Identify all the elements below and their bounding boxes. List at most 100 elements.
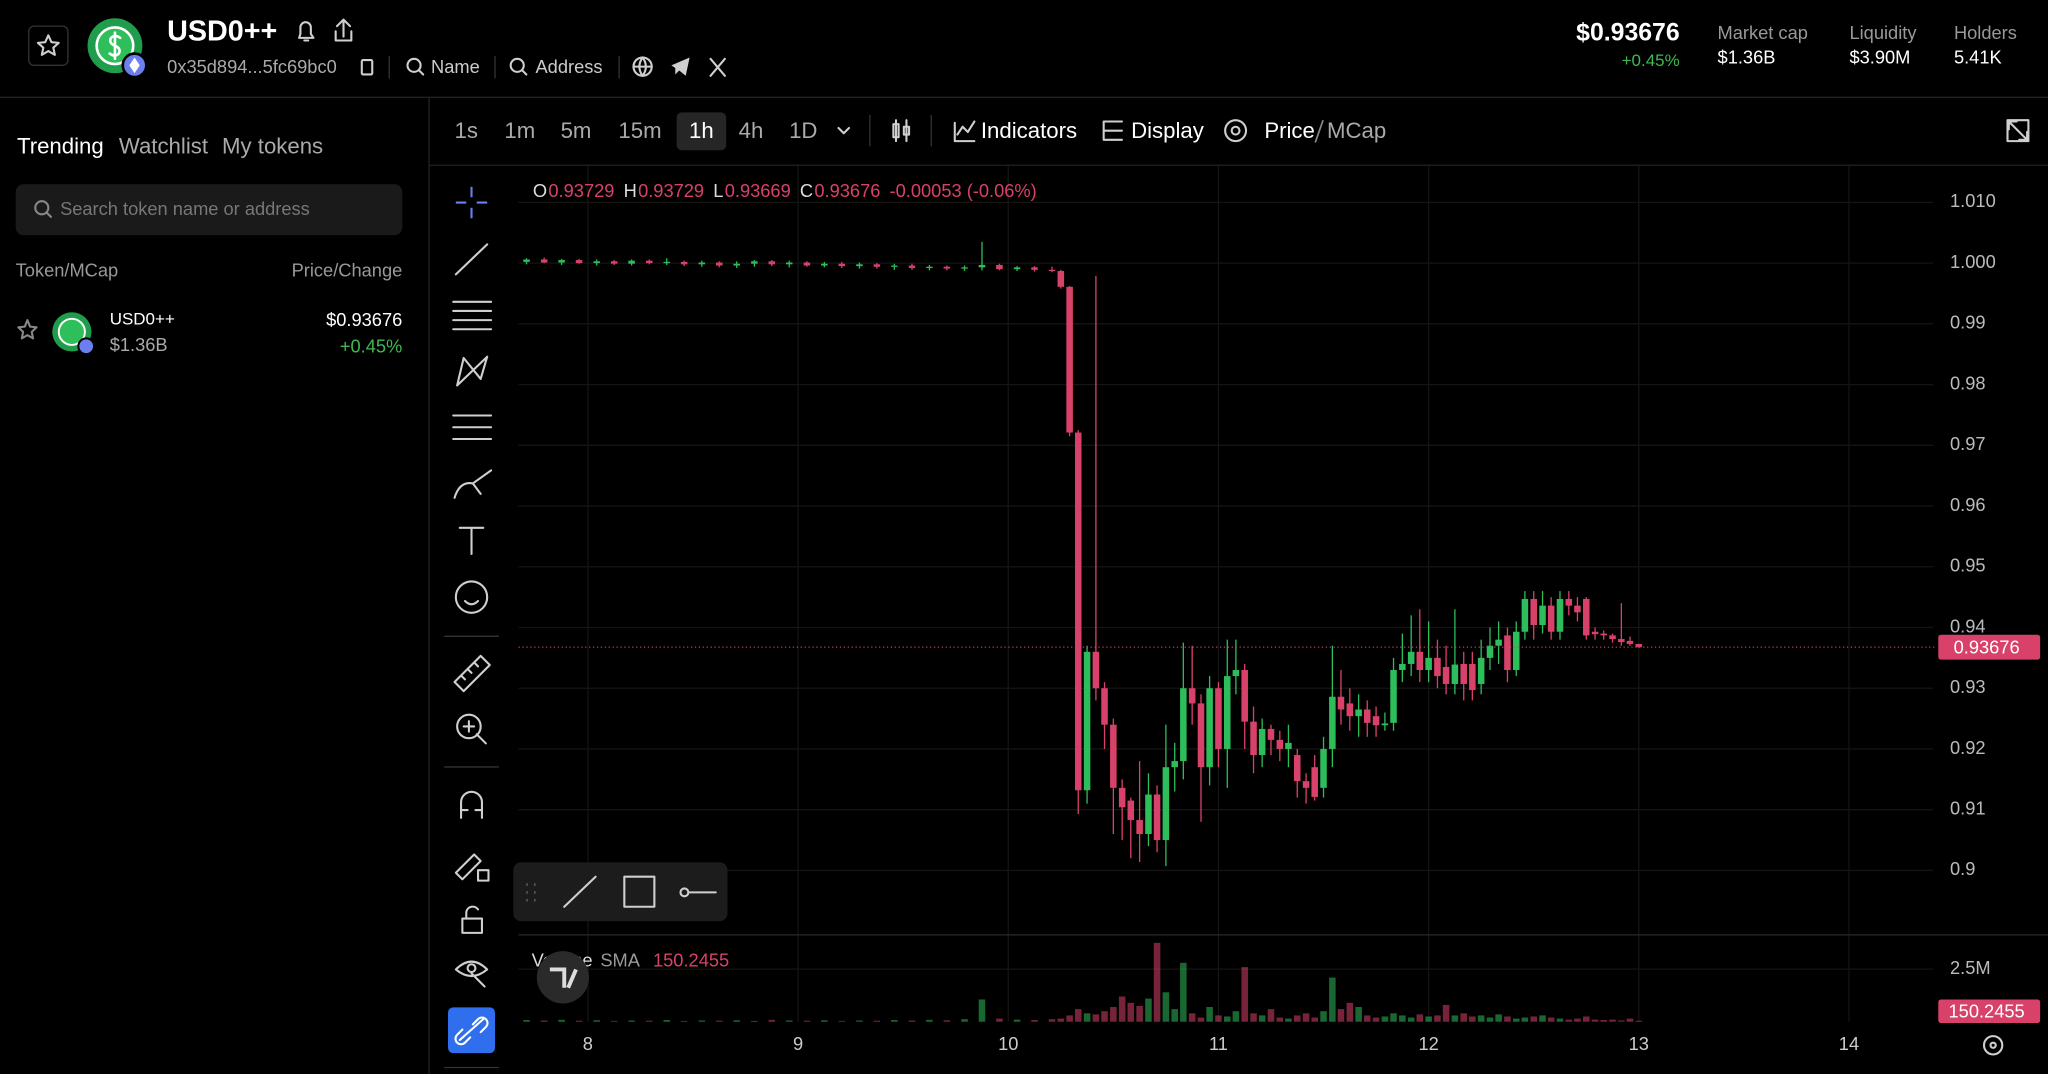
candle-body [663,261,670,264]
interval[interactable]: 4h [739,118,764,143]
candle-body [891,265,898,267]
sidebar-tab[interactable]: My tokens [222,133,323,158]
ruler-tool[interactable] [453,654,491,693]
candle-body [856,264,863,267]
fullscreen-icon[interactable] [2006,119,2030,143]
x-tick-label: 8 [583,1033,593,1054]
volume-bar [908,1020,916,1022]
zoom-tool [462,720,487,745]
volume-bar [1626,1018,1634,1022]
volume-bar [1101,1011,1108,1022]
volume-bar [1574,1018,1581,1022]
display-icon[interactable] [1102,120,1124,141]
bell-icon[interactable] [298,21,315,42]
zoom-tool[interactable] [456,713,482,740]
rect-tool[interactable] [623,875,656,908]
chevron-icon[interactable] [837,126,851,135]
x-icon[interactable] [709,57,726,77]
sidebar-tab[interactable]: Trending [17,133,104,158]
token-price: $0.93676 [326,309,402,330]
candle-body [821,263,828,266]
search-box[interactable] [15,184,403,236]
candle-body [1390,670,1397,723]
candle-body [838,263,846,267]
ohlc-key: O [533,180,547,201]
crosshair-tool[interactable] [455,186,488,219]
brush-tool[interactable] [453,469,493,499]
magnet-tool[interactable] [460,790,484,819]
candle-body [1171,761,1178,768]
candle-body [610,261,618,264]
grip-icon[interactable] [526,883,536,902]
toolbar-button[interactable]: Display [1131,118,1205,143]
candle-body [1513,631,1520,671]
candle-body [1460,663,1467,684]
volume-bar [1092,1014,1100,1022]
copy-icon[interactable] [360,59,374,76]
volume-bar [1539,1015,1546,1022]
emoji-tool[interactable] [454,580,489,614]
interval[interactable]: 1m [504,118,535,143]
lock-draw-tool[interactable] [454,853,490,882]
candle-body [1311,767,1318,797]
text-tool[interactable] [458,526,485,556]
candle-body [645,260,653,264]
volume-bar [1530,1016,1537,1022]
volume-bar [733,1020,740,1022]
search-link[interactable]: Name [431,56,480,77]
candle-body [575,260,583,264]
y-tick-label: 0.9 [1950,858,1975,879]
volume-bar [1031,1020,1038,1022]
trendline-tool[interactable] [454,243,489,276]
settings-icon[interactable] [1224,119,1248,143]
interval[interactable]: 1h [689,118,714,143]
eth-glyph [129,57,140,74]
telegram-icon[interactable] [671,57,690,76]
line-tool[interactable] [563,875,597,908]
volume-bar [575,1020,583,1022]
volume-bar [1013,1019,1021,1022]
candle-body [1118,787,1126,808]
unlock-tool[interactable] [461,905,484,934]
volume-bar [1477,1015,1485,1022]
volume-bar [1486,1017,1494,1022]
interval[interactable]: 5m [561,118,592,143]
volume-bar [1127,1002,1135,1022]
share-icon[interactable] [334,18,353,42]
volume-bar [1513,1018,1520,1022]
stat-value: 5.41K [1954,47,2002,68]
stat-label: Market cap [1718,22,1808,43]
indicators-icon[interactable] [953,120,976,143]
axis-settings-icon[interactable] [1982,1035,2004,1056]
candle-body [1504,635,1511,671]
volume-bar [1372,1017,1380,1022]
candle-type-icon[interactable] [892,119,911,143]
candle-body [1539,605,1546,626]
pattern-tool[interactable] [456,355,489,387]
candle-body [698,262,706,265]
volume-bar [1460,1013,1467,1022]
toolbar-button[interactable]: Indicators [981,118,1077,143]
fib-tool[interactable] [452,300,493,331]
token-name: USD0++ [110,310,175,329]
volume-bar [1399,1015,1406,1022]
candle-body [1521,598,1529,632]
header-icons [28,18,726,79]
candle-body [1250,721,1257,756]
visibility-tool[interactable] [454,960,489,988]
favorite-button[interactable] [28,25,69,66]
hline-tool[interactable] [679,887,717,898]
interval[interactable]: 15m [618,118,661,143]
price-mode[interactable]: Price [1264,118,1315,143]
price-mode[interactable]: MCap [1327,118,1386,143]
candle-body [1495,639,1502,646]
volume-bar [663,1020,670,1022]
sidebar-tab[interactable]: Watchlist [119,133,208,158]
interval[interactable]: 1s [455,118,478,143]
projection-tool[interactable] [452,414,493,441]
interval[interactable]: 1D [789,118,817,143]
star-icon[interactable] [17,319,38,340]
search-link[interactable]: Address [536,56,603,77]
volume-bar [523,1020,530,1022]
candle-body [961,267,968,269]
